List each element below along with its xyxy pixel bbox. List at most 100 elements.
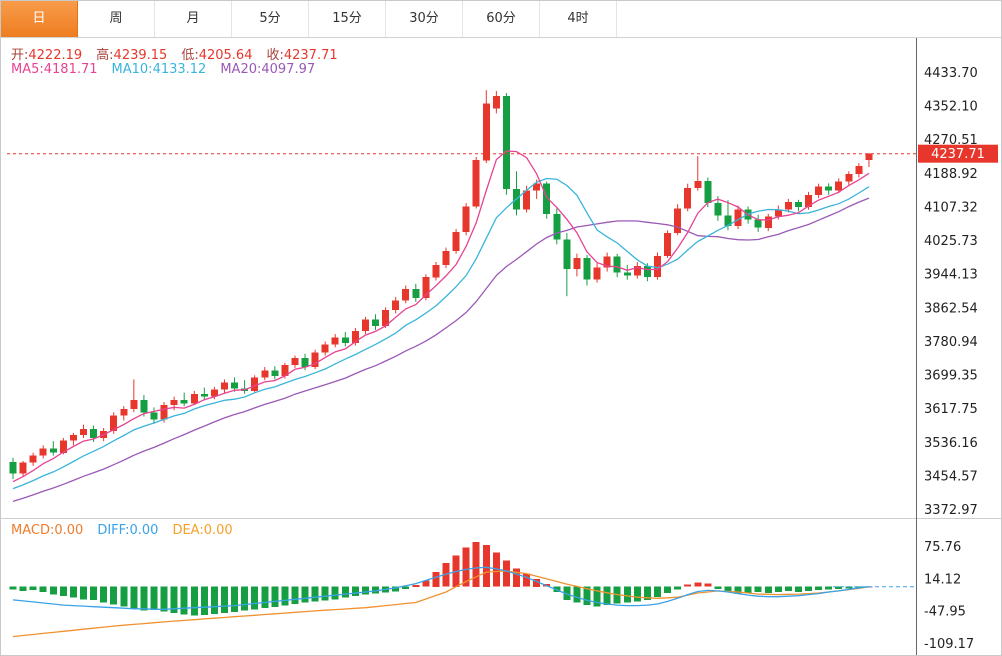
- candle-body: [221, 382, 228, 390]
- tab-day[interactable]: 日: [1, 1, 78, 37]
- macd-bar: [442, 563, 450, 587]
- macd-bar: [331, 586, 339, 600]
- candle-body: [311, 352, 319, 367]
- macd-bar: [684, 584, 692, 587]
- candle-body: [190, 393, 198, 404]
- price-axis-tick: 3780.94: [924, 335, 978, 350]
- candle-body: [402, 288, 410, 301]
- price-axis-tick: 3454.57: [924, 469, 978, 484]
- candle-body: [59, 440, 67, 453]
- macd-bar: [80, 586, 87, 600]
- main-price-chart[interactable]: 4433.70 4352.10 4270.51 4188.92 4107.32 4025.…: [1, 38, 1002, 518]
- macd-bar: [694, 582, 702, 587]
- candle-body: [382, 310, 390, 326]
- macd-indicator-chart[interactable]: 75.76 14.12 -47.95 -109.17: [1, 518, 1002, 656]
- macd-bar: [623, 586, 631, 603]
- tab-60min[interactable]: 60分: [463, 1, 540, 37]
- candle-body: [432, 264, 440, 278]
- macd-bar: [39, 586, 47, 592]
- macd-bar: [492, 552, 500, 587]
- candle-body: [160, 404, 168, 420]
- macd-bar: [130, 586, 138, 609]
- candle-body: [422, 277, 430, 298]
- candle-body: [341, 337, 349, 344]
- candle-body: [261, 370, 269, 378]
- macd-bar: [251, 586, 259, 610]
- candle-body: [271, 370, 279, 377]
- candle-body: [442, 250, 450, 265]
- candle-body: [130, 400, 138, 410]
- candle-body: [281, 365, 289, 377]
- candle-body: [865, 153, 873, 161]
- macd-axis-tick: 75.76: [924, 540, 961, 555]
- price-axis-tick: 3699.35: [924, 369, 978, 384]
- price-axis-tick: 3862.54: [924, 301, 978, 316]
- macd-bar: [321, 586, 329, 601]
- macd-bar: [815, 586, 823, 590]
- macd-bar: [674, 586, 682, 590]
- tab-15min[interactable]: 15分: [309, 1, 386, 37]
- macd-bar: [563, 586, 571, 600]
- diff-line: [12, 566, 870, 610]
- candle-body: [815, 186, 823, 195]
- price-axis-tick: 4188.92: [924, 167, 978, 182]
- macd-bar: [241, 586, 249, 611]
- candle-body: [825, 186, 833, 191]
- price-axis-tick: 3372.97: [924, 503, 978, 518]
- macd-bar: [110, 586, 118, 605]
- candle-body: [19, 462, 27, 474]
- macd-bar: [291, 586, 299, 604]
- macd-bar: [19, 586, 27, 591]
- candle-body: [553, 213, 561, 240]
- candle-body: [684, 187, 692, 209]
- candle-body: [9, 461, 17, 474]
- candle-body: [603, 256, 611, 268]
- macd-bar: [633, 586, 641, 602]
- macd-bar: [462, 547, 470, 587]
- candle-body: [855, 166, 863, 175]
- candle-body: [502, 95, 510, 189]
- candle-body: [412, 288, 420, 298]
- candle-body: [452, 231, 460, 251]
- candle-body: [543, 183, 551, 214]
- macd-bar: [845, 586, 853, 589]
- last-price-tag-label: 4237.71: [931, 147, 985, 162]
- macd-bar: [221, 586, 228, 613]
- candle-body: [251, 377, 259, 391]
- macd-bar: [643, 586, 651, 600]
- macd-bar: [412, 585, 420, 587]
- candle-body: [331, 337, 339, 345]
- candle-body: [372, 319, 379, 326]
- macd-bar: [341, 586, 349, 598]
- price-axis-tick: 3617.75: [924, 402, 978, 417]
- price-axis-tick: 4270.51: [924, 133, 978, 148]
- macd-bar: [774, 586, 782, 592]
- tab-week[interactable]: 周: [78, 1, 155, 37]
- macd-axis-tick: 14.12: [924, 572, 961, 587]
- macd-bar: [764, 586, 772, 593]
- tab-30min[interactable]: 30分: [386, 1, 463, 37]
- tab-5min[interactable]: 5分: [232, 1, 309, 37]
- candle-body: [29, 455, 37, 463]
- macd-bar: [140, 586, 148, 611]
- macd-bar: [9, 586, 17, 590]
- price-axis-tick: 3944.13: [924, 268, 978, 283]
- candle-body: [694, 180, 702, 188]
- candle-body: [39, 448, 47, 456]
- macd-bar: [795, 586, 802, 592]
- candle-body: [392, 300, 400, 311]
- macd-bar: [805, 586, 812, 591]
- candle-body: [361, 319, 369, 331]
- candle-body: [593, 267, 601, 280]
- price-axis-tick: 4025.73: [924, 234, 978, 249]
- candle-body: [674, 208, 682, 234]
- candle-body: [462, 206, 470, 232]
- macd-bar: [835, 586, 843, 589]
- candle-body: [291, 358, 299, 365]
- macd-bar: [573, 586, 581, 603]
- macd-bar: [180, 586, 188, 615]
- tab-month[interactable]: 月: [155, 1, 232, 37]
- candle-body: [724, 215, 732, 227]
- macd-bar: [734, 586, 742, 594]
- tab-4hour[interactable]: 4时: [540, 1, 617, 37]
